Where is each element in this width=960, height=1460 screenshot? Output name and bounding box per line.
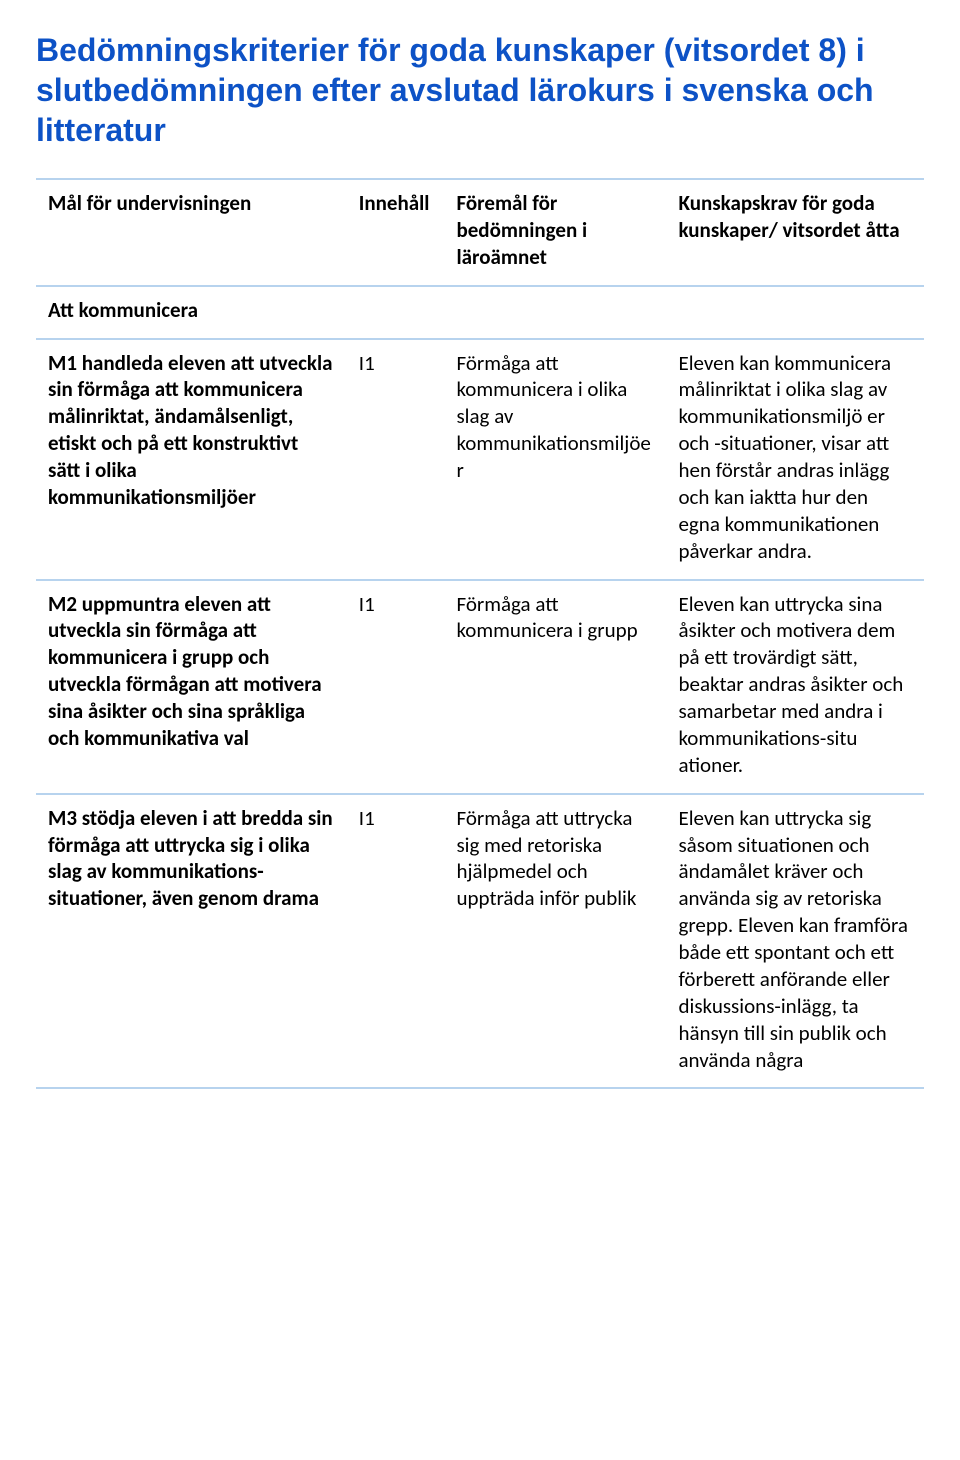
section-row: Att kommunicera: [36, 286, 924, 339]
criteria-table: Mål för undervisningen Innehåll Föremål …: [36, 178, 924, 1089]
cell-requirement: Eleven kan uttrycka sina åsikter och mot…: [666, 580, 924, 794]
section-empty: [347, 286, 445, 339]
cell-subject: Förmåga att kommunicera i olika slag av …: [444, 339, 666, 580]
col-header-goal: Mål för undervisningen: [36, 179, 347, 286]
cell-goal: M3 stödja eleven i att bredda sin förmåg…: [36, 794, 347, 1089]
cell-content: I1: [347, 794, 445, 1089]
cell-goal: M1 handleda eleven att utveckla sin förm…: [36, 339, 347, 580]
cell-requirement: Eleven kan uttrycka sig såsom situatione…: [666, 794, 924, 1089]
table-header-row: Mål för undervisningen Innehåll Föremål …: [36, 179, 924, 286]
section-empty: [666, 286, 924, 339]
section-empty: [444, 286, 666, 339]
cell-goal: M2 uppmuntra eleven att utveckla sin för…: [36, 580, 347, 794]
table-row: M1 handleda eleven att utveckla sin förm…: [36, 339, 924, 580]
col-header-content: Innehåll: [347, 179, 445, 286]
cell-subject: Förmåga att kommunicera i grupp: [444, 580, 666, 794]
cell-content: I1: [347, 339, 445, 580]
col-header-requirement: Kunskapskrav för goda kunskaper/ vitsord…: [666, 179, 924, 286]
cell-requirement: Eleven kan kommunicera målinriktat i oli…: [666, 339, 924, 580]
page-title: Bedömningskriterier för goda kunskaper (…: [36, 30, 924, 150]
section-label: Att kommunicera: [36, 286, 347, 339]
table-row: M2 uppmuntra eleven att utveckla sin för…: [36, 580, 924, 794]
table-row: M3 stödja eleven i att bredda sin förmåg…: [36, 794, 924, 1089]
cell-content: I1: [347, 580, 445, 794]
col-header-subject: Föremål för bedömningen i läroämnet: [444, 179, 666, 286]
cell-subject: Förmåga att uttrycka sig med retoriska h…: [444, 794, 666, 1089]
